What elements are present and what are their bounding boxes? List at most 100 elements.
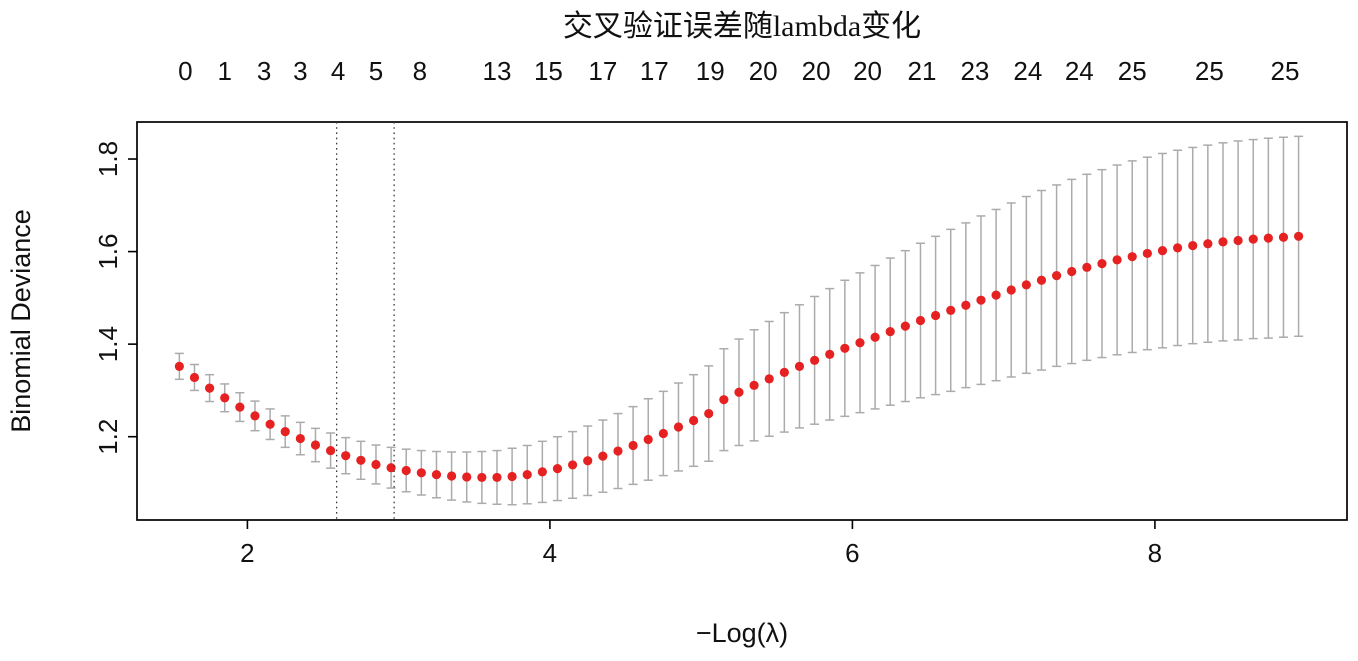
data-point [205, 383, 215, 393]
data-point [1218, 237, 1228, 247]
data-point [1021, 280, 1031, 290]
plot-marks: 2 4 6 81.21.41.61.80 1 3 3 4 5 8 13 15 17 17 19 20 20 20 2… [93, 56, 1348, 568]
top-axis-label: 3 [293, 56, 307, 86]
data-point [658, 428, 668, 439]
data-point [1052, 271, 1062, 281]
data-point [1067, 266, 1077, 277]
data-point [522, 470, 532, 480]
data-point [310, 440, 321, 450]
data-point [386, 463, 396, 473]
x-tick-label: 6 [845, 538, 859, 568]
data-point [477, 472, 487, 483]
data-point [250, 411, 260, 421]
data-point [356, 455, 366, 465]
data-point [885, 327, 895, 337]
top-axis-label: 21 [908, 56, 937, 86]
data-point [1082, 262, 1092, 272]
data-point [840, 343, 850, 353]
plot-border [136, 121, 1348, 521]
top-axis-label: 24 [1065, 56, 1094, 86]
data-point [931, 310, 941, 321]
data-point [1173, 243, 1183, 253]
top-axis-label: 0 [178, 56, 192, 86]
data-point [583, 456, 593, 466]
data-point [613, 446, 623, 456]
top-axis-label: 3 [257, 56, 271, 86]
data-point [265, 419, 275, 429]
top-axis-label: 8 [413, 56, 427, 86]
data-point [220, 393, 230, 403]
data-point [704, 408, 714, 419]
data-point [416, 468, 426, 478]
top-axis-label: 25 [1271, 56, 1300, 86]
data-point [507, 471, 517, 482]
data-point [1203, 239, 1213, 249]
y-tick-label: 1.4 [93, 326, 123, 362]
data-point [794, 361, 805, 371]
data-point [779, 367, 789, 377]
top-axis-label: 25 [1195, 56, 1224, 86]
top-axis-label: 20 [749, 56, 778, 86]
data-point [1263, 233, 1273, 243]
data-point [174, 361, 184, 371]
data-point [961, 300, 971, 310]
top-axis-label: 24 [1013, 56, 1042, 86]
data-point [295, 433, 305, 444]
data-point [915, 315, 926, 326]
data-point [568, 460, 578, 470]
data-point [1036, 275, 1047, 285]
top-axis-label: 4 [331, 56, 345, 86]
data-point [719, 395, 729, 405]
top-axis-label: 13 [483, 56, 512, 86]
data-point [870, 332, 880, 342]
data-point [976, 295, 986, 305]
top-axis-label: 1 [217, 56, 231, 86]
top-axis-label: 15 [534, 56, 563, 86]
top-axis-label: 5 [369, 56, 383, 86]
data-point [598, 451, 608, 461]
y-tick-label: 1.6 [93, 234, 123, 270]
top-axis-label: 20 [853, 56, 882, 86]
data-point [371, 459, 381, 470]
data-point [1294, 231, 1304, 241]
data-point [1112, 255, 1122, 265]
y-tick-label: 1.2 [93, 419, 123, 455]
data-point [1142, 248, 1152, 259]
data-point [235, 402, 245, 412]
data-point [552, 464, 563, 474]
data-point [1188, 240, 1198, 251]
data-point [1157, 246, 1168, 256]
data-point [734, 387, 744, 397]
data-point [189, 372, 200, 383]
y-tick-label: 1.8 [93, 141, 123, 177]
data-point [810, 355, 820, 365]
data-point [643, 434, 653, 445]
data-point [401, 465, 411, 476]
data-point [946, 305, 956, 315]
data-point [1097, 259, 1107, 269]
top-axis-label: 19 [696, 56, 725, 86]
data-point [673, 422, 684, 432]
x-tick-label: 4 [543, 538, 557, 568]
data-point [447, 471, 457, 481]
top-axis-label: 17 [588, 56, 617, 86]
data-point [1006, 285, 1016, 295]
data-point [1233, 235, 1243, 246]
data-point [492, 472, 502, 483]
data-point [326, 445, 336, 456]
data-point [855, 338, 865, 348]
data-point [991, 290, 1001, 300]
x-axis-label: −Log(λ) [696, 618, 788, 648]
chart-title: 交叉验证误差随lambda变化 [563, 10, 921, 43]
data-point [280, 427, 290, 437]
y-axis-label: Binomial Deviance [6, 209, 36, 433]
x-tick-label: 8 [1148, 538, 1162, 568]
data-point [431, 470, 442, 480]
data-point [1248, 234, 1258, 244]
top-axis-label: 20 [802, 56, 831, 86]
data-point [900, 321, 910, 331]
data-point [1278, 232, 1289, 242]
top-axis-label: 17 [640, 56, 669, 86]
